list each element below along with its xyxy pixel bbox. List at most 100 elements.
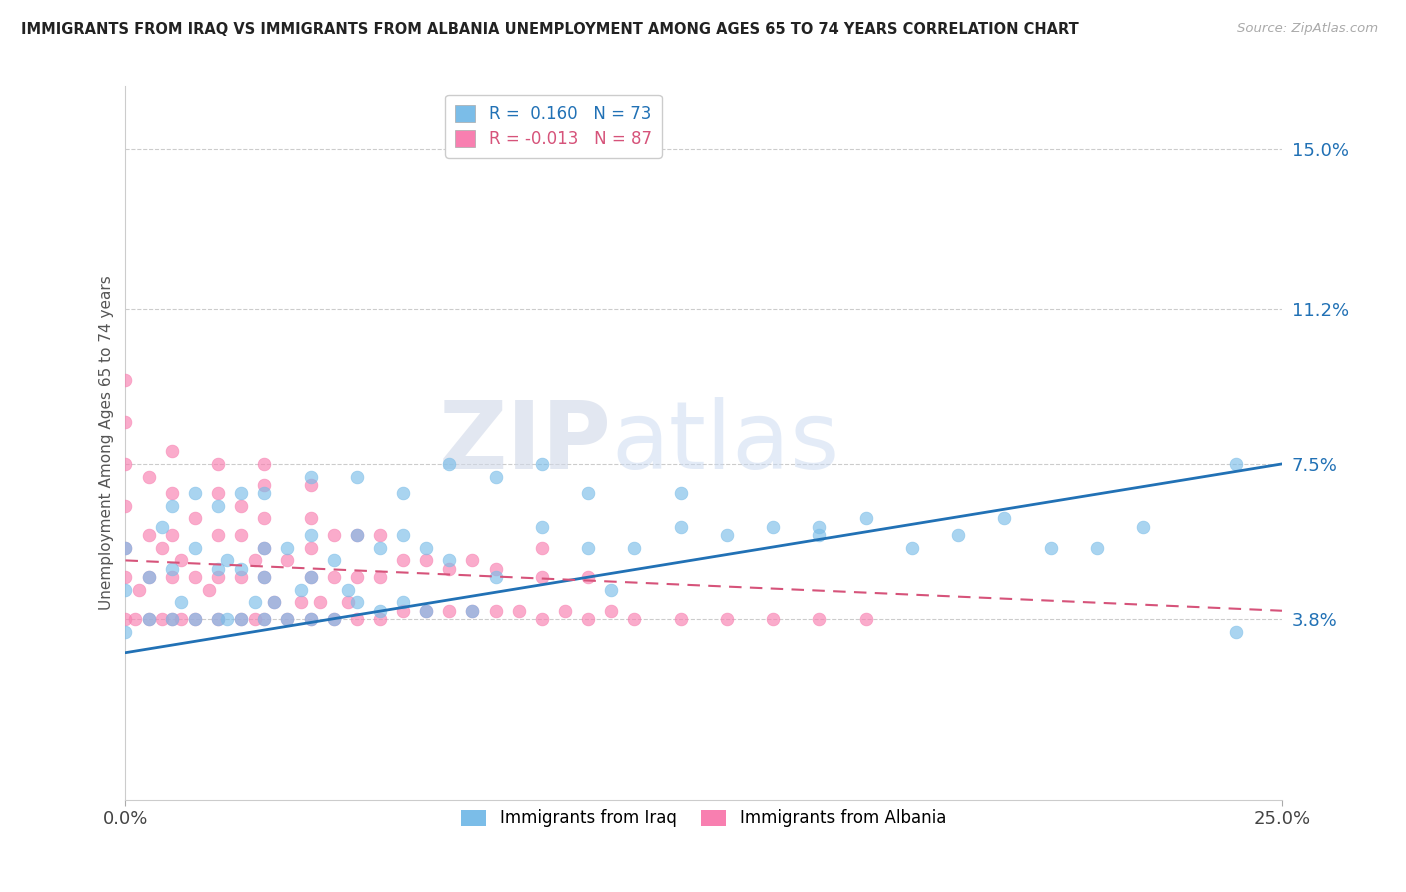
Point: [170, 553, 193, 567]
Point: [299, 612, 322, 626]
Point: [1132, 520, 1154, 534]
Point: [346, 469, 368, 483]
Point: [160, 444, 183, 458]
Point: [160, 612, 183, 626]
Point: [308, 595, 330, 609]
Point: [415, 604, 437, 618]
Point: [368, 604, 391, 618]
Point: [439, 562, 461, 576]
Point: [576, 612, 599, 626]
Point: [243, 612, 266, 626]
Point: [207, 486, 229, 500]
Point: [253, 612, 276, 626]
Point: [229, 612, 252, 626]
Point: [946, 528, 969, 542]
Point: [901, 541, 924, 555]
Point: [207, 612, 229, 626]
Point: [346, 570, 368, 584]
Point: [669, 520, 692, 534]
Point: [253, 541, 276, 555]
Point: [855, 612, 877, 626]
Point: [346, 595, 368, 609]
Point: [623, 541, 645, 555]
Point: [207, 612, 229, 626]
Point: [299, 528, 322, 542]
Point: [138, 612, 160, 626]
Point: [762, 520, 785, 534]
Point: [669, 486, 692, 500]
Point: [276, 553, 298, 567]
Point: [439, 604, 461, 618]
Point: [263, 595, 285, 609]
Point: [530, 541, 553, 555]
Point: [229, 562, 252, 576]
Point: [207, 562, 229, 576]
Point: [669, 612, 692, 626]
Point: [229, 528, 252, 542]
Text: ZIP: ZIP: [439, 397, 612, 489]
Point: [336, 582, 359, 597]
Point: [290, 582, 312, 597]
Point: [184, 612, 207, 626]
Point: [808, 520, 831, 534]
Point: [229, 570, 252, 584]
Point: [322, 528, 344, 542]
Point: [152, 541, 174, 555]
Text: IMMIGRANTS FROM IRAQ VS IMMIGRANTS FROM ALBANIA UNEMPLOYMENT AMONG AGES 65 TO 74: IMMIGRANTS FROM IRAQ VS IMMIGRANTS FROM …: [21, 22, 1078, 37]
Point: [229, 499, 252, 513]
Point: [253, 570, 276, 584]
Point: [138, 528, 160, 542]
Point: [716, 612, 738, 626]
Point: [600, 604, 623, 618]
Point: [346, 612, 368, 626]
Point: [415, 541, 437, 555]
Point: [229, 612, 252, 626]
Point: [276, 612, 298, 626]
Point: [299, 541, 322, 555]
Point: [484, 604, 506, 618]
Point: [184, 541, 207, 555]
Text: Source: ZipAtlas.com: Source: ZipAtlas.com: [1237, 22, 1378, 36]
Point: [530, 457, 553, 471]
Point: [184, 486, 207, 500]
Point: [392, 604, 415, 618]
Point: [623, 612, 645, 626]
Point: [600, 582, 623, 597]
Point: [138, 612, 160, 626]
Point: [253, 457, 276, 471]
Point: [114, 541, 136, 555]
Point: [368, 541, 391, 555]
Point: [128, 582, 150, 597]
Point: [392, 486, 415, 500]
Point: [855, 511, 877, 525]
Y-axis label: Unemployment Among Ages 65 to 74 years: Unemployment Among Ages 65 to 74 years: [100, 276, 114, 610]
Point: [184, 612, 207, 626]
Point: [114, 582, 136, 597]
Point: [415, 553, 437, 567]
Point: [263, 595, 285, 609]
Point: [170, 595, 193, 609]
Point: [716, 528, 738, 542]
Point: [114, 499, 136, 513]
Point: [346, 528, 368, 542]
Point: [392, 528, 415, 542]
Point: [299, 469, 322, 483]
Point: [253, 511, 276, 525]
Point: [1039, 541, 1062, 555]
Point: [160, 528, 183, 542]
Point: [207, 457, 229, 471]
Point: [114, 624, 136, 639]
Point: [530, 570, 553, 584]
Point: [530, 612, 553, 626]
Point: [114, 415, 136, 429]
Point: [439, 457, 461, 471]
Point: [299, 570, 322, 584]
Point: [197, 582, 219, 597]
Point: [170, 612, 193, 626]
Point: [530, 520, 553, 534]
Point: [114, 457, 136, 471]
Point: [207, 528, 229, 542]
Point: [207, 499, 229, 513]
Point: [484, 469, 506, 483]
Point: [299, 570, 322, 584]
